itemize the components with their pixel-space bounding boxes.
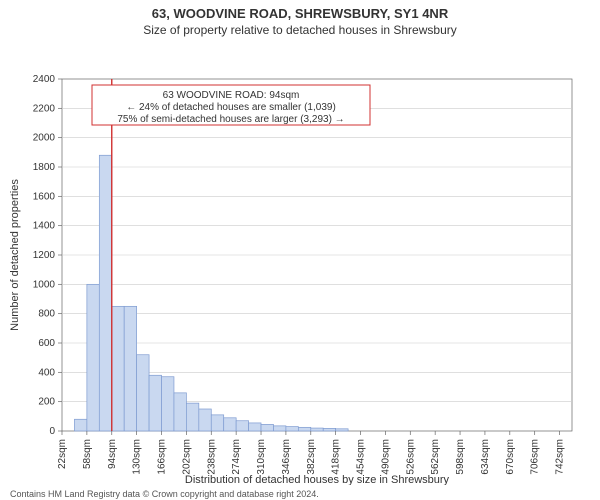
histogram-bar xyxy=(186,403,198,431)
histogram-bar xyxy=(99,155,111,431)
page-subtitle: Size of property relative to detached ho… xyxy=(0,23,600,37)
x-tick-label: 706sqm xyxy=(530,439,541,475)
page-title: 63, WOODVINE ROAD, SHREWSBURY, SY1 4NR xyxy=(0,6,600,21)
x-tick-label: 742sqm xyxy=(555,439,566,475)
histogram-bar xyxy=(174,393,186,431)
histogram-bar xyxy=(149,375,161,431)
x-tick-label: 94sqm xyxy=(107,439,118,469)
x-tick-label: 526sqm xyxy=(405,439,416,475)
histogram-bar xyxy=(261,424,273,431)
y-tick-label: 1400 xyxy=(33,221,56,232)
x-tick-label: 634sqm xyxy=(480,439,491,475)
histogram-bar xyxy=(211,415,223,431)
x-tick-label: 382sqm xyxy=(306,439,317,475)
histogram-bar xyxy=(87,284,99,431)
y-tick-label: 1800 xyxy=(33,162,56,173)
y-tick-label: 1600 xyxy=(33,191,56,202)
x-tick-label: 670sqm xyxy=(505,439,516,475)
annotation-line: 75% of semi-detached houses are larger (… xyxy=(117,114,344,125)
attribution-footer: Contains HM Land Registry data © Crown c… xyxy=(0,485,600,500)
histogram-chart: 0 200 400 600 800 1000 1200 1400 1600 1800 2000 220… xyxy=(0,37,600,485)
x-tick-label: 310sqm xyxy=(256,439,267,475)
y-axis-label: Number of detached properties xyxy=(9,179,21,331)
y-tick-label: 600 xyxy=(38,338,55,349)
histogram-bar xyxy=(124,306,136,431)
histogram-bar xyxy=(249,423,261,431)
histogram-bar xyxy=(199,409,211,431)
histogram-bar xyxy=(137,355,149,431)
x-tick-label: 562sqm xyxy=(430,439,441,475)
histogram-bar xyxy=(311,428,323,431)
y-tick-label: 200 xyxy=(38,397,55,408)
x-tick-label: 202sqm xyxy=(181,439,192,475)
histogram-bar xyxy=(323,428,335,431)
x-tick-label: 346sqm xyxy=(281,439,292,475)
x-tick-label: 130sqm xyxy=(132,439,143,475)
x-tick-label: 490sqm xyxy=(380,439,391,475)
y-tick-label: 0 xyxy=(49,426,55,437)
histogram-bar xyxy=(236,421,248,431)
y-tick-label: 1000 xyxy=(33,279,56,290)
annotation-line: ← 24% of detached houses are smaller (1,… xyxy=(126,102,336,113)
x-tick-label: 418sqm xyxy=(331,439,342,475)
histogram-bar xyxy=(74,419,86,431)
y-tick-label: 1200 xyxy=(33,250,56,261)
x-tick-label: 238sqm xyxy=(206,439,217,475)
y-tick-label: 2400 xyxy=(33,74,56,85)
histogram-bar xyxy=(273,426,285,431)
histogram-bar xyxy=(298,427,310,431)
y-tick-label: 2000 xyxy=(33,133,56,144)
x-tick-label: 274sqm xyxy=(231,439,242,475)
footer-line-1: Contains HM Land Registry data © Crown c… xyxy=(10,489,590,500)
y-tick-label: 800 xyxy=(38,309,55,320)
histogram-bar xyxy=(224,418,236,431)
x-tick-label: 454sqm xyxy=(356,439,367,475)
x-axis-label: Distribution of detached houses by size … xyxy=(185,474,450,485)
x-tick-label: 58sqm xyxy=(82,439,93,469)
histogram-bar xyxy=(112,306,124,431)
x-tick-label: 166sqm xyxy=(157,439,168,475)
x-tick-label: 22sqm xyxy=(57,439,68,469)
histogram-bar xyxy=(286,427,298,431)
histogram-bar xyxy=(336,429,348,431)
x-tick-label: 598sqm xyxy=(455,439,466,475)
y-tick-label: 2200 xyxy=(33,103,56,114)
histogram-bar xyxy=(162,377,174,431)
annotation-line: 63 WOODVINE ROAD: 94sqm xyxy=(163,90,300,101)
y-tick-label: 400 xyxy=(38,367,55,378)
